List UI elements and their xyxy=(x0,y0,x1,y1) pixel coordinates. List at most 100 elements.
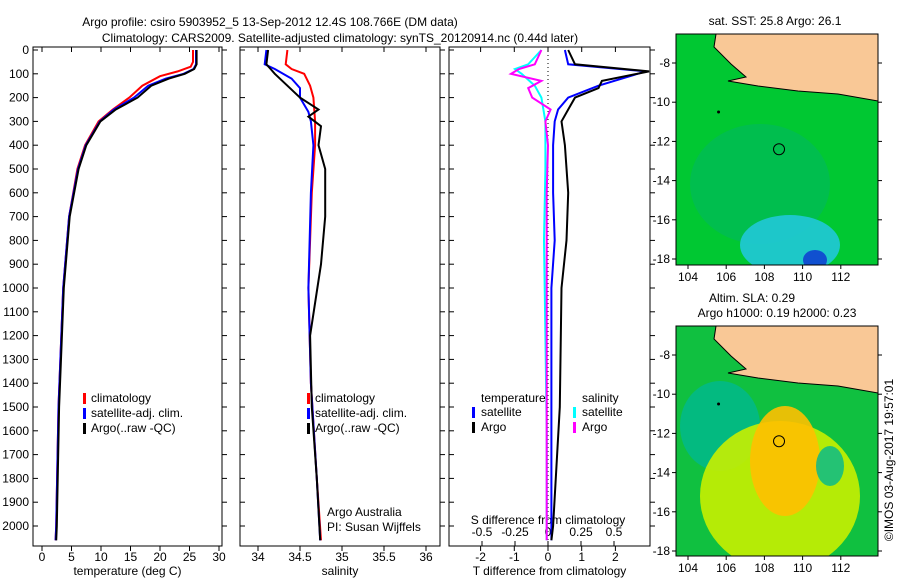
y-tick-label: 2000 xyxy=(2,519,29,533)
x-tick-label: 36 xyxy=(419,550,433,564)
christmas-island-marker xyxy=(717,402,721,406)
legend-label: Argo(..raw -QC) xyxy=(91,421,176,435)
series-line-satellite-adj-clim- xyxy=(54,50,197,541)
land-java xyxy=(713,34,878,102)
sst-patch xyxy=(690,124,830,244)
series-line-argo-raw-qc- xyxy=(55,50,198,541)
map-x-tick-label: 106 xyxy=(716,561,736,575)
series-line-temperature-satellite xyxy=(550,49,646,541)
series-line-salinity-satellite xyxy=(512,49,548,541)
christmas-island-marker xyxy=(717,110,721,114)
map-y-tick-label: -10 xyxy=(653,95,671,109)
map-subtitle: Argo h1000: 0.19 h2000: 0.23 xyxy=(698,306,857,320)
y-tick-label: 400 xyxy=(9,138,29,152)
x-axis-label: T difference from climatology xyxy=(473,564,627,578)
legend-swatch xyxy=(573,422,576,433)
map-y-tick-label: -8 xyxy=(659,56,670,70)
annotation-line2: PI: Susan Wijffels xyxy=(327,520,421,534)
map-field xyxy=(676,326,878,556)
map-y-tick-label: -12 xyxy=(653,426,671,440)
legend-swatch xyxy=(83,393,86,404)
legend-swatch xyxy=(472,422,475,433)
legend-label: satellite xyxy=(481,405,522,419)
legend-label: Argo(..raw -QC) xyxy=(315,421,400,435)
legend-title-salinity: salinity xyxy=(582,391,619,405)
y-tick-label: 1400 xyxy=(2,376,29,390)
series-line-argo-raw-qc- xyxy=(265,49,327,541)
map-y-tick-label: -18 xyxy=(653,252,671,266)
y-tick-label: 1500 xyxy=(2,400,29,414)
map-x-tick-label: 112 xyxy=(831,561,850,575)
plot-frame xyxy=(239,46,441,547)
map-y-tick-label: -14 xyxy=(653,466,671,480)
y-tick-label: 1600 xyxy=(2,424,29,438)
y-tick-label: 1000 xyxy=(2,281,29,295)
map-y-tick-label: -12 xyxy=(653,134,671,148)
map-x-tick-label: 104 xyxy=(678,270,698,284)
x-tick-label: 34.5 xyxy=(288,550,312,564)
legend-label: satellite-adj. clim. xyxy=(91,406,183,420)
x-axis-label: salinity xyxy=(322,564,359,578)
x-tick-label: 15 xyxy=(124,550,138,564)
legend-swatch xyxy=(307,393,310,404)
legend-label: Argo xyxy=(582,420,608,434)
y-tick-label: 900 xyxy=(9,257,29,271)
x-tick-label: 20 xyxy=(153,550,167,564)
x-tick-label: 0 xyxy=(39,550,46,564)
x-tick-label: 1 xyxy=(578,550,585,564)
x-tick-label: 10 xyxy=(94,550,108,564)
credit-text: ©IMOS 03-Aug-2017 19:57:01 xyxy=(882,379,896,542)
sst-cool-patch xyxy=(740,215,840,265)
map-y-tick-label: -16 xyxy=(653,505,671,519)
legend-swatch xyxy=(83,408,86,419)
map-x-tick-label: 108 xyxy=(754,561,774,575)
y-tick-label: 1700 xyxy=(2,448,29,462)
series-line-temperature-argo xyxy=(550,49,650,541)
y-tick-label: 500 xyxy=(9,162,29,176)
x-tick-label: 0 xyxy=(545,550,552,564)
map-frame xyxy=(675,33,879,266)
legend-label: climatology xyxy=(91,391,151,405)
x2-tick-label: 0.5 xyxy=(606,525,623,539)
legend-swatch xyxy=(83,423,86,434)
legend-swatch xyxy=(307,408,310,419)
x-tick-label: 35 xyxy=(335,550,349,564)
y-tick-label: 1100 xyxy=(3,305,29,319)
map-title: sat. SST: 25.8 Argo: 26.1 xyxy=(709,14,842,28)
x-tick-label: -2 xyxy=(475,550,486,564)
map-x-tick-label: 104 xyxy=(678,561,698,575)
sst-cold-spot xyxy=(803,250,827,265)
sla-peak-patch xyxy=(750,406,820,516)
x2-tick-label: -0.25 xyxy=(501,525,529,539)
x2-tick-label: -0.5 xyxy=(472,525,493,539)
x2-tick-label: 0 xyxy=(545,525,552,539)
y-tick-label: 700 xyxy=(9,210,29,224)
map-x-tick-label: 110 xyxy=(793,270,812,284)
legend-label: satellite-adj. clim. xyxy=(315,406,407,420)
map-y-tick-label: -8 xyxy=(659,348,670,362)
y-tick-label: 200 xyxy=(9,91,29,105)
title-line2: Climatology: CARS2009. Satellite-adjuste… xyxy=(102,31,578,45)
legend-label: Argo xyxy=(481,420,507,434)
series-line-satellite-adj-clim- xyxy=(263,49,322,541)
map-frame xyxy=(675,325,879,557)
map-sla: 104 106 108 110 112 -8 -10 -12 -14 -16 -18 Altim. S… xyxy=(653,291,882,575)
plot-frame xyxy=(32,46,223,547)
legend-swatch xyxy=(472,407,475,418)
legend-title-temperature: temperature xyxy=(481,391,546,405)
x-axis-label: temperature (deg C) xyxy=(73,564,181,578)
annotation-line1: Argo Australia xyxy=(327,505,402,519)
x2-axis-label: S difference from climatology xyxy=(471,513,626,527)
map-field xyxy=(676,34,878,265)
series-line-climatology xyxy=(54,50,194,541)
legend-label: climatology xyxy=(315,391,375,405)
plot-frame xyxy=(448,46,651,547)
x-tick-label: 30 xyxy=(212,550,226,564)
map-x-tick-label: 112 xyxy=(831,270,850,284)
sla-low-patch-2 xyxy=(816,446,844,486)
map-title: Altim. SLA: 0.29 xyxy=(709,291,795,305)
y-tick-label: 1900 xyxy=(2,495,29,509)
series-line-salinity-argo xyxy=(508,49,552,541)
x-tick-label: 35.5 xyxy=(372,550,396,564)
